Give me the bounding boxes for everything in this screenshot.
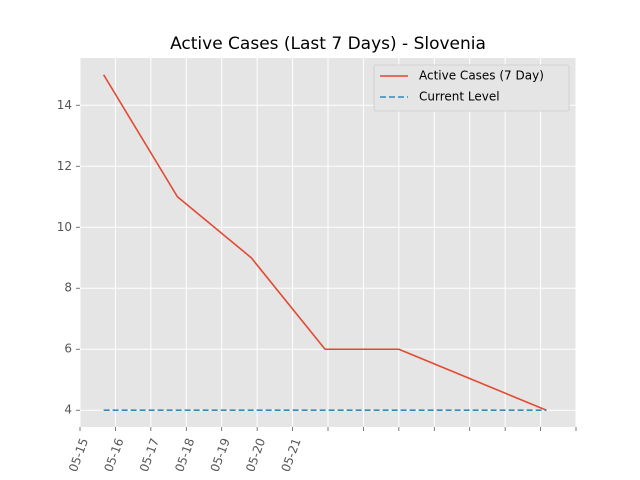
x-tick-label: 05-18 [172, 436, 197, 474]
x-tick-label: 05-21 [279, 436, 304, 474]
legend-label-current-level: Current Level [419, 90, 500, 104]
legend: Active Cases (7 Day) Current Level [373, 64, 570, 112]
x-axis: 05-15 05-16 05-17 05-18 05-19 05-20 05-21 [66, 427, 577, 474]
y-axis: 4 6 8 10 12 14 [57, 98, 80, 417]
y-tick-label: 8 [64, 281, 72, 295]
y-tick-label: 4 [64, 403, 72, 417]
x-tick-label: 05-16 [101, 436, 126, 474]
legend-label-active-cases: Active Cases (7 Day) [419, 69, 544, 83]
grid-lines [79, 58, 577, 427]
y-tick-label: 10 [57, 220, 72, 234]
chart-title: Active Cases (Last 7 Days) - Slovenia [170, 34, 486, 54]
y-tick-label: 6 [64, 342, 72, 356]
y-tick-label: 12 [57, 159, 72, 173]
legend-box [373, 64, 570, 112]
x-tick-label: 05-20 [243, 436, 268, 474]
x-tick-label: 05-17 [137, 436, 162, 474]
series-layer [102, 74, 547, 412]
x-tick-label: 05-19 [208, 436, 233, 474]
x-tick-label: 05-15 [66, 436, 91, 474]
y-tick-label: 14 [57, 98, 72, 112]
